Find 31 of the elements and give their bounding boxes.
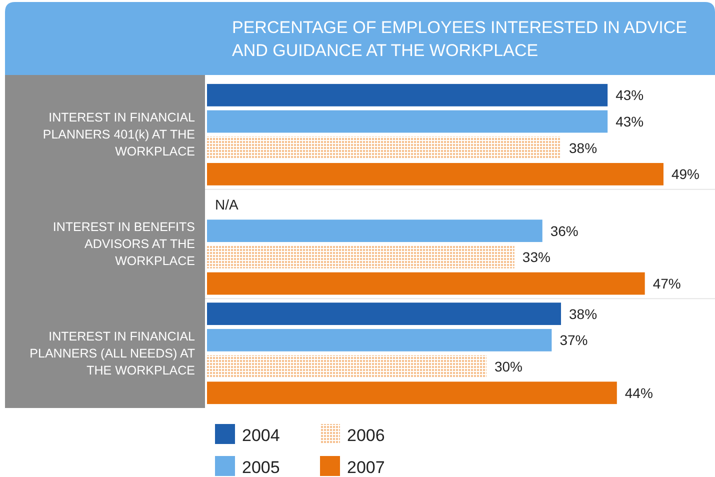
legend-label: 2006 — [347, 426, 385, 445]
data-label: 43% — [616, 113, 644, 130]
bar — [207, 272, 645, 295]
legend-label: 2007 — [347, 458, 385, 477]
bar — [207, 382, 617, 404]
bar — [207, 162, 664, 186]
data-label: 43% — [616, 87, 644, 104]
text: N/A — [215, 196, 238, 212]
legend-label: 2004 — [242, 426, 280, 445]
data-label: 30% — [494, 358, 523, 375]
data-label: 36% — [550, 222, 578, 239]
bar — [207, 220, 542, 242]
bar — [207, 246, 514, 268]
bar — [207, 84, 608, 106]
data-label: 38% — [569, 306, 598, 322]
y-tick-label: INTEREST IN BENEFITS ADVISORS AT THE WORKPLACE — [52, 220, 195, 268]
data-label: 44% — [624, 384, 653, 401]
chart-title: PERCENTAGE OF EMPLOYEES INTERESTED IN ADVICE AND GUIDANCE AT THE WORKPLACE — [232, 18, 687, 60]
data-label: 49% — [671, 166, 700, 182]
y-tick-label: INTEREST IN FINANCIAL PLANNERS (ALL NEEDS) AT THE WORKPLACE — [30, 329, 196, 378]
bar — [207, 355, 486, 378]
bar — [207, 136, 562, 160]
data-label: 47% — [652, 276, 681, 292]
legend-label: 2005 — [242, 458, 280, 477]
bar — [207, 328, 552, 352]
data-label: 33% — [522, 249, 550, 266]
bar — [207, 110, 608, 133]
data-label: 38% — [569, 140, 598, 156]
y-tick-label: INTEREST IN FINANCIAL PLANNERS 401(k) AT THE WORKPLACE — [42, 110, 196, 159]
data-label: 37% — [560, 332, 588, 348]
bar — [207, 302, 562, 326]
